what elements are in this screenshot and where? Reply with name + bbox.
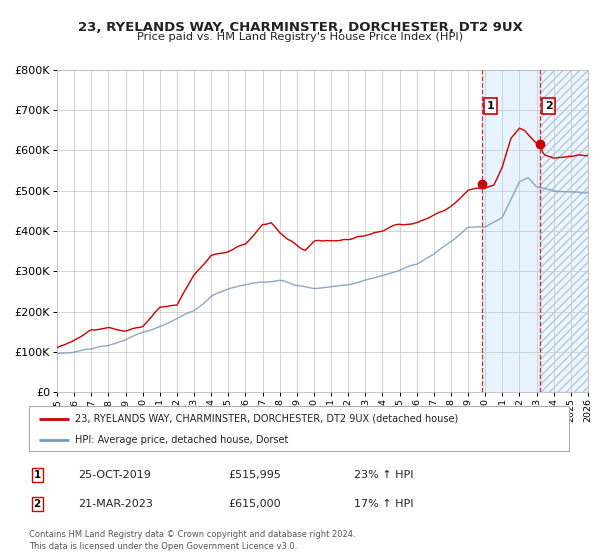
Text: Contains HM Land Registry data © Crown copyright and database right 2024.
This d: Contains HM Land Registry data © Crown c… (29, 530, 355, 551)
Text: 23, RYELANDS WAY, CHARMINSTER, DORCHESTER, DT2 9UX (detached house): 23, RYELANDS WAY, CHARMINSTER, DORCHESTE… (75, 413, 458, 423)
Text: 21-MAR-2023: 21-MAR-2023 (78, 499, 153, 509)
Bar (541, 70, 588, 392)
Text: 17% ↑ HPI: 17% ↑ HPI (354, 499, 413, 509)
Text: 1: 1 (487, 101, 494, 111)
Text: 25-OCT-2019: 25-OCT-2019 (78, 470, 151, 480)
Bar (541, 70, 588, 392)
Bar (482, 70, 541, 392)
Text: HPI: Average price, detached house, Dorset: HPI: Average price, detached house, Dors… (75, 435, 288, 445)
Text: 23% ↑ HPI: 23% ↑ HPI (354, 470, 413, 480)
Text: £615,000: £615,000 (228, 499, 281, 509)
Text: 2: 2 (545, 101, 553, 111)
Text: 2: 2 (34, 499, 41, 509)
Text: £515,995: £515,995 (228, 470, 281, 480)
Text: 23, RYELANDS WAY, CHARMINSTER, DORCHESTER, DT2 9UX: 23, RYELANDS WAY, CHARMINSTER, DORCHESTE… (77, 21, 523, 34)
Text: 1: 1 (34, 470, 41, 480)
Text: Price paid vs. HM Land Registry's House Price Index (HPI): Price paid vs. HM Land Registry's House … (137, 32, 463, 42)
